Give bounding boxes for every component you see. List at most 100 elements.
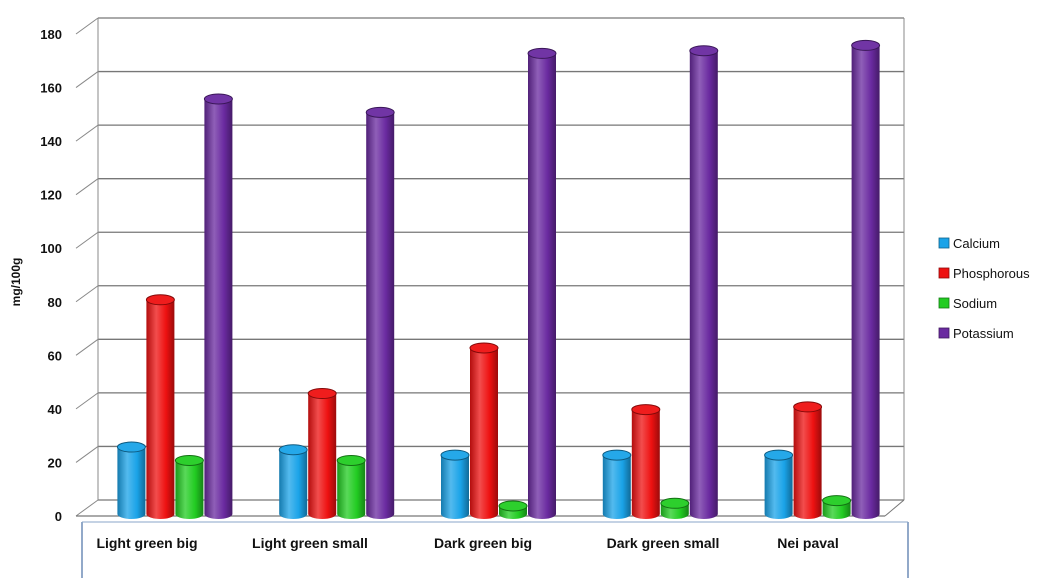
y-tick-label: 140 <box>40 134 62 149</box>
bar-top <box>278 444 308 456</box>
bar <box>145 294 175 519</box>
x-axis-categories: Light green big Light green small Dark gre… <box>96 535 838 551</box>
gridline-wall <box>75 338 99 356</box>
bar-body <box>117 447 146 519</box>
bar <box>336 454 366 519</box>
bar-body <box>204 98 233 519</box>
y-tick-label: 40 <box>48 402 62 417</box>
gridline-wall <box>75 499 99 517</box>
bar-body <box>337 460 366 519</box>
bar <box>203 93 233 519</box>
bar <box>116 441 146 519</box>
bar-top <box>440 449 470 461</box>
bar <box>498 500 528 519</box>
bar-top <box>174 454 204 466</box>
bar-top <box>793 401 823 413</box>
bar-top <box>145 294 175 306</box>
gridline-wall <box>75 178 99 196</box>
bar-body <box>793 406 822 519</box>
bar-top <box>307 388 337 399</box>
y-tick-label: 160 <box>40 81 62 96</box>
bar-body <box>146 299 175 519</box>
bar-body <box>528 53 556 520</box>
bar-body <box>631 409 660 519</box>
bar <box>660 497 690 519</box>
bar <box>469 342 499 519</box>
bar <box>631 404 661 519</box>
x-category-label: Light green small <box>252 535 368 551</box>
bar <box>527 47 557 520</box>
bar-top <box>116 441 146 453</box>
x-category-label: Light green big <box>96 535 197 551</box>
category-axis-box <box>81 521 909 578</box>
bar-body <box>279 449 308 519</box>
legend-swatch <box>938 327 950 339</box>
bar <box>851 39 881 520</box>
bar <box>689 45 719 519</box>
y-axis-ticks: 0 20 40 60 80 100 120 140 160 180 <box>40 27 62 524</box>
bar-body <box>470 347 498 519</box>
bar-body <box>764 455 793 519</box>
legend-label: Calcium <box>953 236 1000 251</box>
bar <box>793 401 823 519</box>
bars <box>116 39 881 520</box>
bar-body <box>175 460 204 519</box>
x-category-label: Nei paval <box>777 535 838 551</box>
legend-label: Sodium <box>953 296 997 311</box>
bar <box>440 449 470 519</box>
legend-item: Calcium <box>938 236 1000 251</box>
gridline-wall <box>75 71 99 88</box>
legend-item: Phosphorous <box>938 266 1030 281</box>
gridline-wall <box>75 17 99 35</box>
bar-top <box>689 45 719 57</box>
bar <box>365 106 395 519</box>
x-category-label: Dark green small <box>607 535 720 551</box>
gridline-wall <box>75 392 99 410</box>
y-tick-label: 80 <box>48 295 62 310</box>
legend-swatch <box>938 297 950 309</box>
bar-body <box>689 50 718 519</box>
bar-top <box>469 342 499 354</box>
gridline-wall <box>75 124 99 142</box>
bar-body <box>366 112 395 519</box>
floor-side-edge <box>884 499 905 517</box>
bar-top <box>365 106 395 118</box>
bar-top <box>660 497 690 509</box>
x-category-label: Dark green big <box>434 535 532 551</box>
legend-swatch <box>938 237 950 249</box>
y-axis-label: mg/100g <box>9 258 23 307</box>
bar <box>307 388 337 519</box>
y-tick-label: 100 <box>40 241 62 256</box>
legend-item: Sodium <box>938 296 997 311</box>
bar-body <box>602 455 631 519</box>
bar-body <box>851 45 880 520</box>
legend-item: Potassium <box>938 326 1014 341</box>
bar <box>174 454 204 519</box>
bar <box>822 495 852 519</box>
bar-top <box>764 449 794 461</box>
gridline-wall <box>75 231 99 249</box>
legend: Calcium Phosphorous Sodium Potassium <box>938 236 1030 341</box>
bar <box>764 449 794 519</box>
bar <box>278 444 308 519</box>
bar-top <box>822 495 852 507</box>
bar-top <box>631 404 661 416</box>
legend-swatch <box>938 267 950 279</box>
y-tick-label: 120 <box>40 188 62 203</box>
y-tick-label: 0 <box>55 509 62 524</box>
gridline-wall <box>75 446 99 463</box>
legend-label: Potassium <box>953 326 1014 341</box>
bar <box>602 449 632 519</box>
y-tick-label: 20 <box>48 455 62 470</box>
bar-body <box>308 393 337 519</box>
y-tick-label: 180 <box>40 27 62 42</box>
y-tick-label: 60 <box>48 348 62 363</box>
bar-body <box>441 455 469 519</box>
legend-label: Phosphorous <box>953 266 1030 281</box>
bar-top <box>602 449 632 461</box>
bar-top <box>203 93 233 105</box>
bar-top <box>336 454 366 466</box>
gridline-wall <box>75 285 99 303</box>
bar-top <box>851 39 881 51</box>
